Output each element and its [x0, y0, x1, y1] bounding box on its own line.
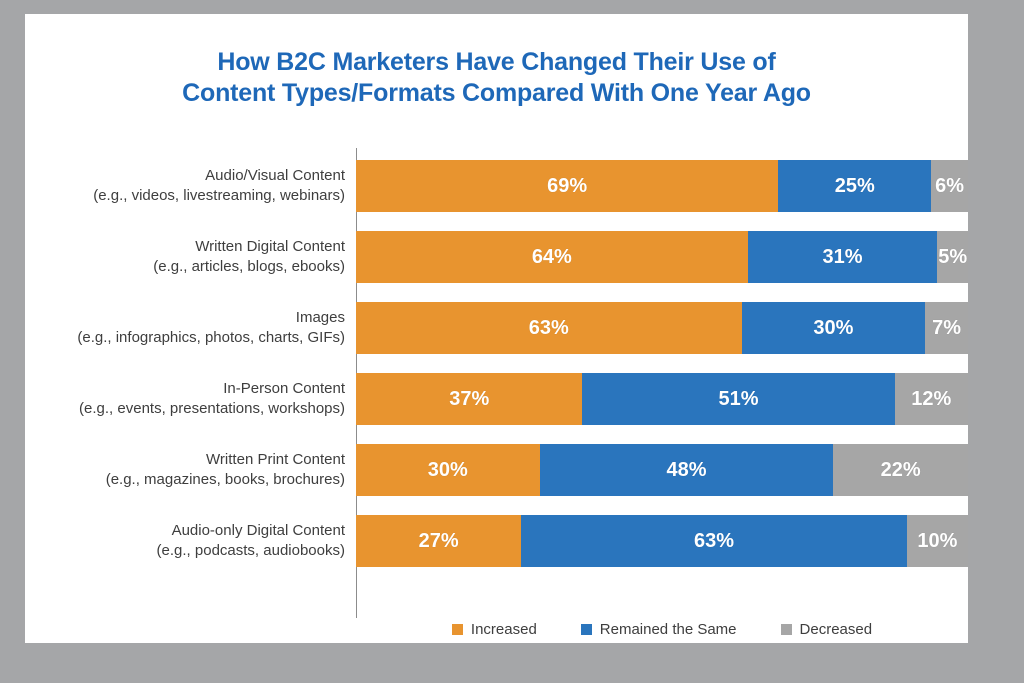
bar-segment-remained-the-same: 63%	[521, 515, 907, 567]
category-name: Audio/Visual Content	[205, 166, 345, 184]
category-label: Written Digital Content (e.g., articles, …	[25, 221, 356, 292]
category-label: In-Person Content (e.g., events, presenta…	[25, 363, 356, 434]
category-example: (e.g., events, presentations, workshops)	[79, 399, 345, 417]
legend-label: Increased	[470, 621, 537, 638]
bar-value-label: 25%	[834, 174, 875, 197]
legend-item-increased: Increased	[451, 621, 537, 638]
category-name: In-Person Content	[223, 379, 345, 397]
category-label: Audio/Visual Content (e.g., videos, lives…	[25, 150, 356, 221]
bar-segment-increased: 30%	[356, 444, 540, 496]
category-example: (e.g., infographics, photos, charts, GIF…	[77, 328, 345, 346]
legend-swatch-increased	[451, 624, 463, 635]
category-name: Written Digital Content	[195, 237, 345, 255]
bar-value-label: 30%	[427, 458, 468, 481]
bar-segment-decreased: 10%	[906, 515, 968, 567]
legend-item-decreased: Decreased	[780, 621, 873, 638]
bar-value-label: 51%	[718, 387, 759, 410]
bar-segment-decreased: 12%	[894, 373, 968, 425]
category-name: Written Print Content	[206, 450, 345, 468]
legend-item-remained-the-same: Remained the Same	[580, 621, 737, 638]
bar-segment-decreased: 6%	[931, 160, 968, 212]
bar-value-label: 10%	[917, 529, 958, 552]
bar-track: 69% 25% 6%	[356, 160, 968, 212]
bar-value-label: 69%	[547, 174, 588, 197]
bar-track: 64% 31% 5%	[356, 231, 968, 283]
bar-value-label: 6%	[935, 174, 965, 197]
bar-segment-increased: 63%	[356, 302, 742, 354]
chart-row-audio-visual-content: Audio/Visual Content (e.g., videos, lives…	[25, 150, 968, 221]
bar-segment-decreased: 7%	[925, 302, 968, 354]
bar-segment-increased: 64%	[356, 231, 748, 283]
category-label: Images (e.g., infographics, photos, chart…	[25, 292, 356, 363]
bar-track: 30% 48% 22%	[356, 444, 968, 496]
chart-title-line-1: How B2C Marketers Have Changed Their Use…	[217, 48, 776, 76]
chart-row-written-print-content: Written Print Content (e.g., magazines, b…	[25, 434, 968, 505]
legend-swatch-decreased	[780, 624, 792, 635]
bar-segment-decreased: 22%	[833, 444, 968, 496]
chart-card: How B2C Marketers Have Changed Their Use…	[25, 14, 968, 643]
bar-segment-remained-the-same: 51%	[582, 373, 895, 425]
bar-value-label: 64%	[531, 245, 572, 268]
bar-value-label: 5%	[938, 245, 968, 268]
category-label: Audio-only Digital Content (e.g., podcast…	[25, 505, 356, 576]
bar-value-label: 27%	[418, 529, 459, 552]
bar-segment-increased: 69%	[356, 160, 779, 212]
category-example: (e.g., videos, livestreaming, webinars)	[93, 186, 345, 204]
bar-segment-decreased: 5%	[937, 231, 968, 283]
bar-value-label: 30%	[813, 316, 854, 339]
bar-value-label: 63%	[693, 529, 735, 552]
bar-value-label: 63%	[528, 316, 569, 339]
category-example: (e.g., magazines, books, brochures)	[105, 470, 345, 488]
bar-value-label: 48%	[666, 458, 707, 481]
bar-track: 37% 51% 12%	[356, 373, 968, 425]
chart-row-in-person-content: In-Person Content (e.g., events, presenta…	[25, 363, 968, 434]
chart-rows: Audio/Visual Content (e.g., videos, lives…	[25, 150, 968, 576]
bar-value-label: 31%	[822, 245, 863, 268]
bar-segment-remained-the-same: 30%	[741, 302, 926, 354]
bar-segment-remained-the-same: 25%	[778, 160, 932, 212]
category-name: Audio-only Digital Content	[171, 521, 345, 539]
legend-swatch-remained-the-same	[580, 624, 592, 635]
chart-title: How B2C Marketers Have Changed Their Use…	[25, 47, 968, 109]
chart-title-line-2: Content Types/Formats Compared With One …	[182, 79, 811, 107]
category-example: (e.g., podcasts, audiobooks)	[156, 541, 345, 559]
category-label: Written Print Content (e.g., magazines, b…	[25, 434, 356, 505]
chart-row-audio-only-digital-content: Audio-only Digital Content (e.g., podcast…	[25, 505, 968, 576]
legend-label: Decreased	[799, 621, 873, 638]
bar-segment-increased: 37%	[356, 373, 583, 425]
bar-value-label: 22%	[880, 458, 921, 481]
bar-value-label: 37%	[449, 387, 490, 410]
bar-segment-remained-the-same: 31%	[747, 231, 938, 283]
chart-row-written-digital-content: Written Digital Content (e.g., articles, …	[25, 221, 968, 292]
bar-segment-remained-the-same: 48%	[539, 444, 834, 496]
legend-label: Remained the Same	[599, 621, 737, 638]
bar-track: 27% 63% 10%	[356, 515, 968, 567]
chart-row-images: Images (e.g., infographics, photos, chart…	[25, 292, 968, 363]
bar-segment-increased: 27%	[356, 515, 522, 567]
legend: Increased Remained the Same Decreased	[356, 621, 968, 638]
category-example: (e.g., articles, blogs, ebooks)	[153, 257, 345, 275]
bar-track: 63% 30% 7%	[356, 302, 968, 354]
bar-value-label: 7%	[932, 316, 961, 339]
category-name: Images	[295, 308, 345, 326]
bar-value-label: 12%	[911, 387, 952, 410]
